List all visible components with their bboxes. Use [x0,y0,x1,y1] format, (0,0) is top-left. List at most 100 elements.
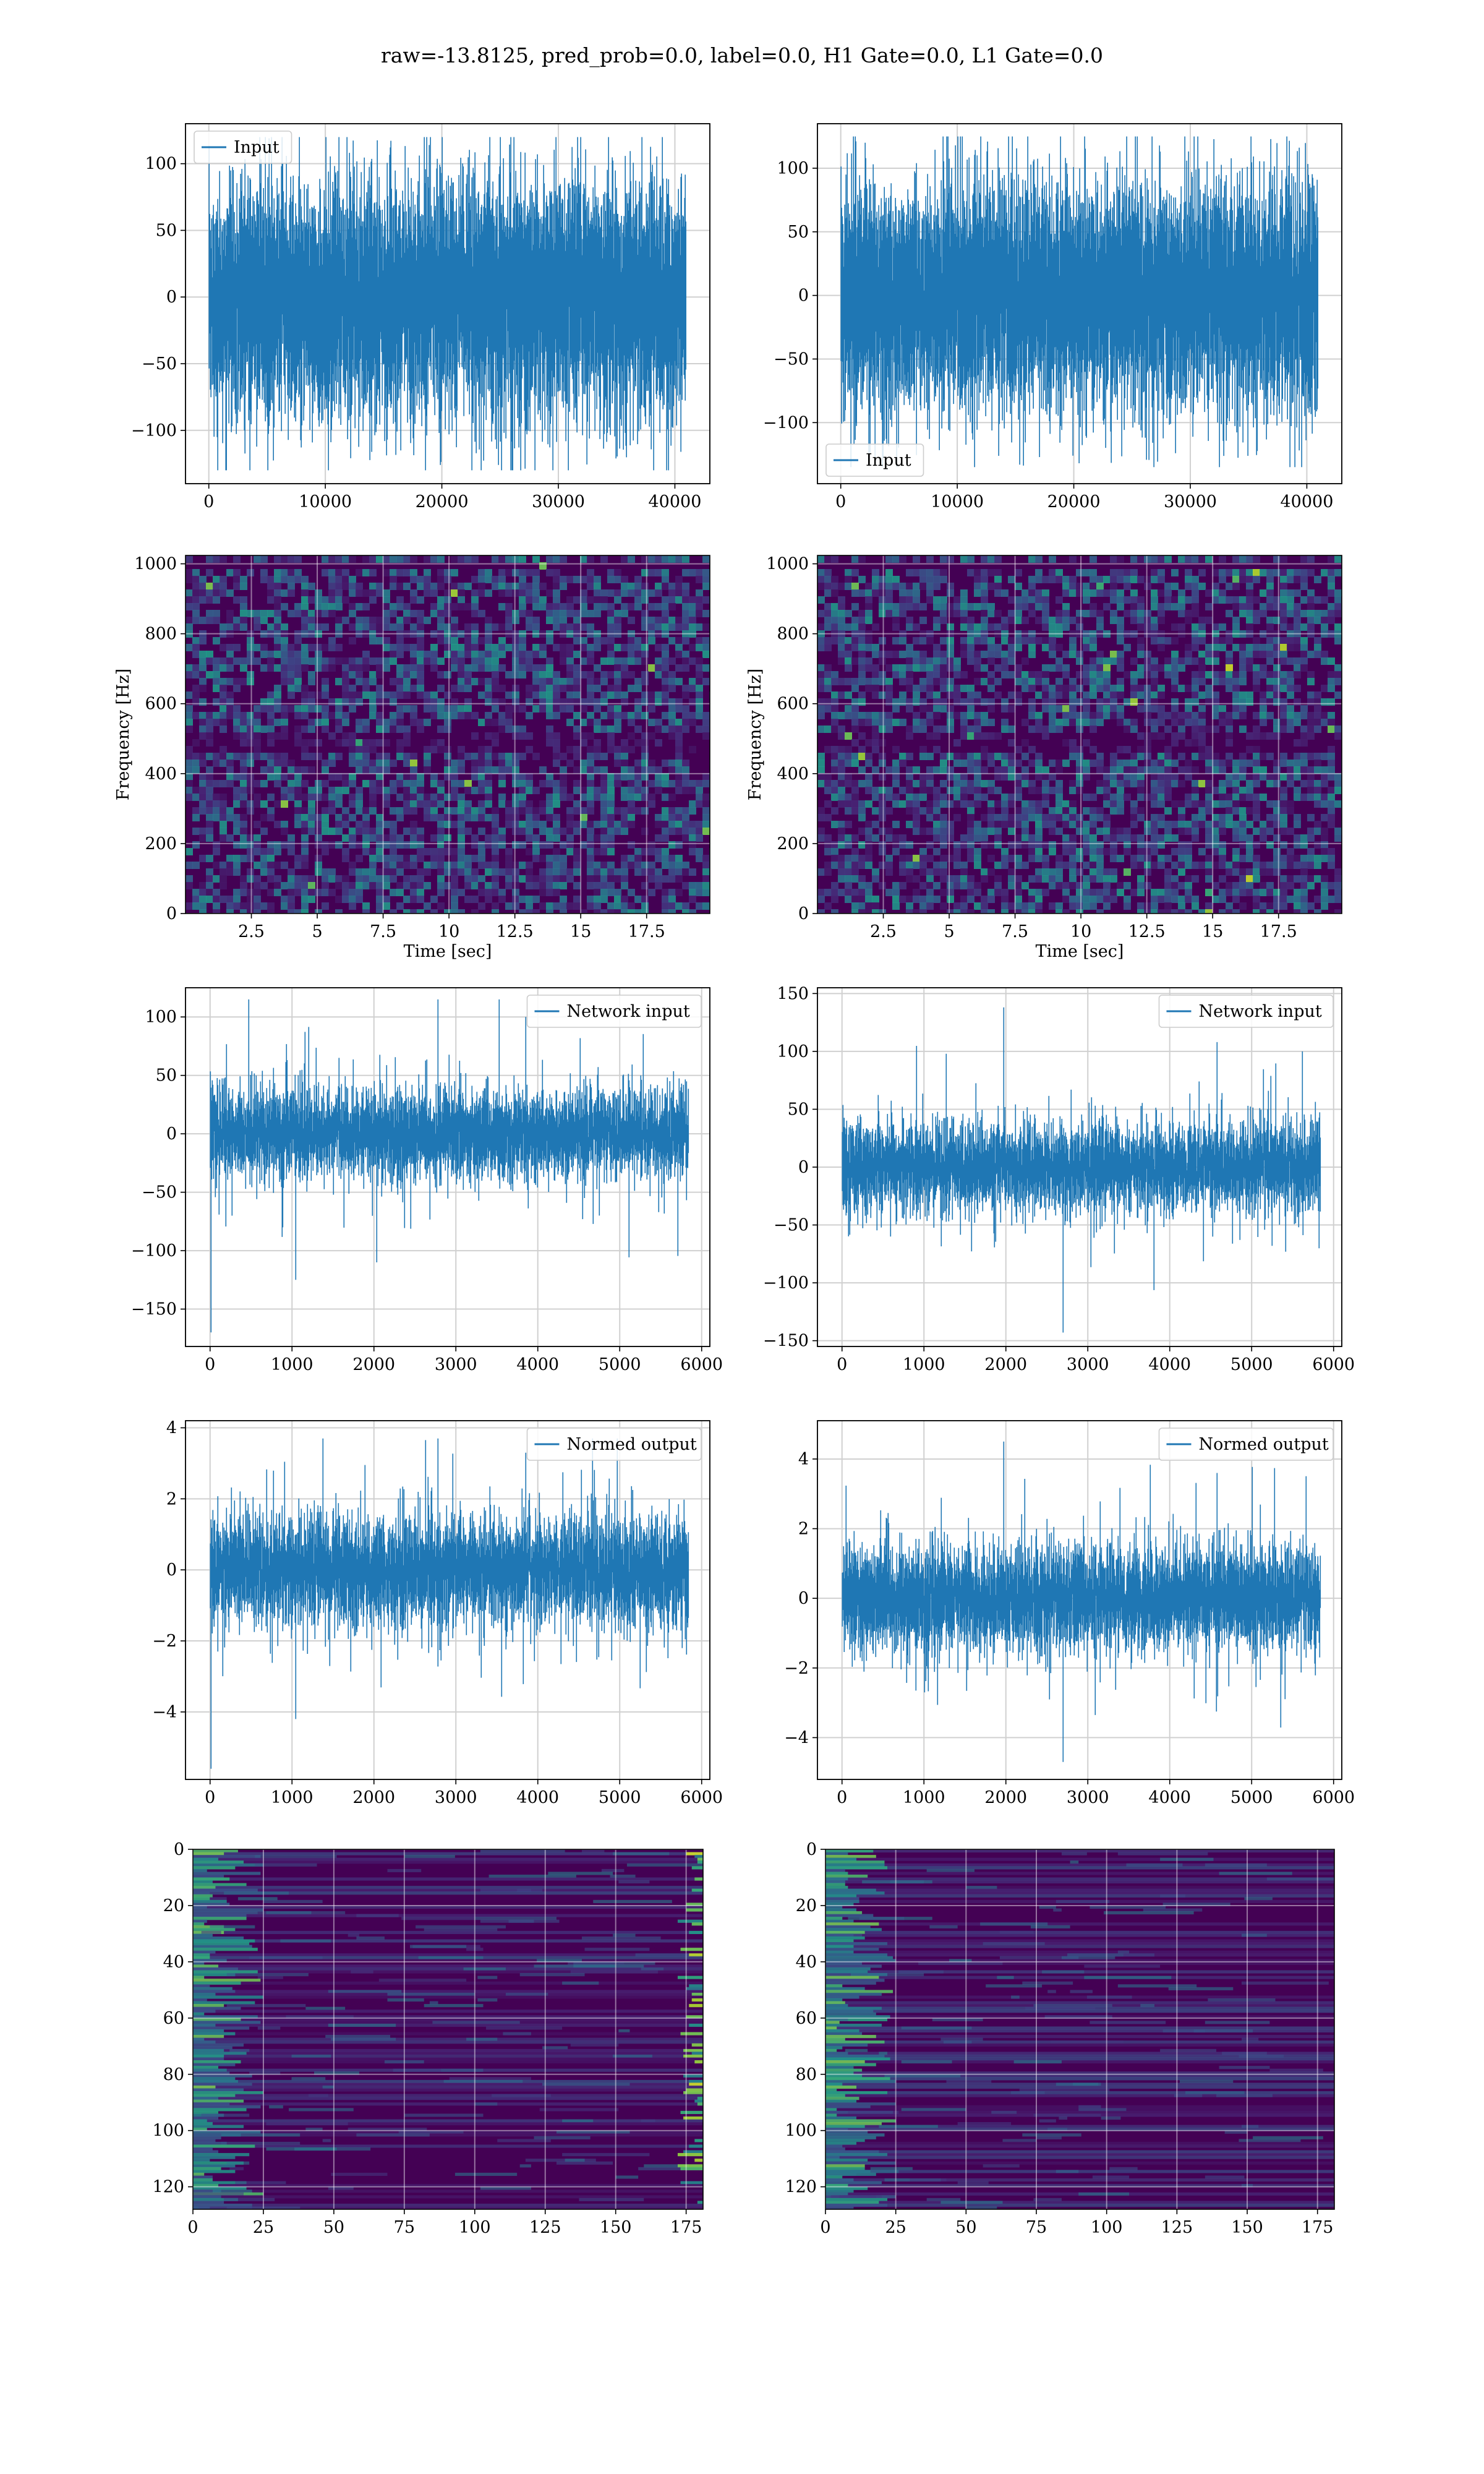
heatmap-cell [444,773,451,781]
heatmap-cell [437,875,445,883]
heatmap-cell [260,800,268,808]
heatmap-cell [226,691,234,699]
heatmap-cell [1062,589,1070,597]
heatmap-cell [186,780,193,787]
heatmap-cell [1124,569,1131,576]
heatmap-cell [274,664,281,672]
heatmap-cell [580,787,587,794]
heatmap-cell [430,807,438,815]
heatmap-cell [526,589,533,597]
heatmap-cell [1015,583,1022,590]
heatmap-cell [1239,651,1247,658]
heatmap-cell [1042,617,1049,624]
heatmap-cell [628,712,635,719]
heatmap-cell [458,671,465,678]
heatmap-cell [451,855,458,862]
heatmap-cell [458,685,465,692]
heatmap-cell [1110,657,1117,665]
heatmap-cell [607,780,615,787]
heatmap-cell [505,726,513,733]
heatmap-cell [356,889,363,896]
heatmap-cell [1008,644,1015,651]
heatmap-cell [362,630,370,638]
heatmap-cell [1341,576,1342,583]
heatmap-cell [471,596,479,604]
heatmap-cell [831,678,838,685]
heatmap-cell [1028,726,1036,733]
heatmap-cell [824,726,832,733]
heatmap-cell [294,773,302,781]
heatmap-cell [1212,705,1219,713]
heatmap-cell [498,834,506,842]
heatmap-cell [1049,760,1056,767]
heatmap-cell [1049,726,1056,733]
heatmap-cell [342,664,349,672]
heatmap-cell [1049,868,1056,876]
heatmap-cell [199,596,207,604]
heatmap-cell [1246,617,1253,624]
heatmap-cell [879,603,886,610]
heatmap-cell [1334,828,1342,835]
heatmap-cell [1314,726,1321,733]
heatmap-cell [1096,617,1104,624]
heatmap-cell [933,807,940,815]
heatmap-cell [580,739,587,747]
heatmap-cell [1096,576,1104,583]
heatmap-cell [396,555,404,563]
heatmap-cell [607,746,615,753]
heatmap-cell [668,868,676,876]
heatmap-cell [485,589,492,597]
heatmap-cell [288,644,295,651]
heatmap-cell [926,828,934,835]
heatmap-cell [1103,576,1111,583]
heatmap-cell [260,630,268,638]
heatmap-cell [947,555,954,563]
heatmap-cell [655,691,662,699]
heatmap-cell [1198,691,1206,699]
heatmap-cell [845,569,852,576]
heatmap-cell [987,657,995,665]
heatmap-cell [851,739,859,747]
heatmap-cell [1028,685,1036,692]
heatmap-cell [831,610,838,617]
heatmap-cell [566,705,574,713]
heatmap-cell [1158,719,1165,726]
heatmap-cell [1219,780,1226,787]
heatmap-cell [892,882,900,889]
heatmap-cell [362,726,370,733]
heatmap-cell [505,766,513,774]
heatmap-cell [1090,875,1097,883]
heatmap-cell [566,596,574,604]
heatmap-cell [1055,664,1063,672]
heatmap-cell [1090,841,1097,849]
heatmap-cell [614,821,621,828]
heatmap-cell [655,726,662,733]
heatmap-cell [947,875,954,883]
heatmap-cell [430,603,438,610]
heatmap-cell [281,882,288,889]
heatmap-cell [1083,698,1090,706]
heatmap-cell [186,617,193,624]
heatmap-cell [1124,576,1131,583]
heatmap-cell [1178,589,1185,597]
heatmap-cell [451,698,458,706]
heatmap-cell [1239,664,1247,672]
heatmap-cell [186,644,193,651]
heatmap-cell [1314,576,1321,583]
heatmap-cell [410,773,417,781]
heatmap-cell [512,902,519,910]
heatmap-cell [621,610,628,617]
heatmap-cell [634,705,642,713]
heatmap-cell [1035,814,1043,821]
heatmap-cell [288,909,295,914]
heatmap-cell [621,909,628,914]
heatmap-cell [553,855,560,862]
heatmap-cell [430,909,438,914]
heatmap-cell [437,623,445,631]
heatmap-cell [213,875,220,883]
heatmap-cell [1049,576,1056,583]
heatmap-cell [553,848,560,855]
heatmap-cell [940,821,947,828]
heatmap-cell [960,841,968,849]
heatmap-cell [817,807,825,815]
